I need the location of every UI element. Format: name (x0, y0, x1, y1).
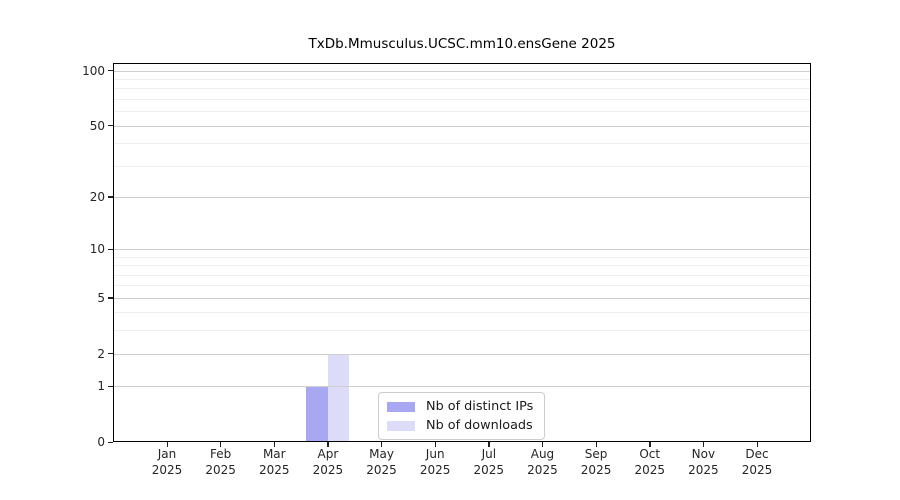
minor-gridline (113, 330, 811, 332)
legend-label-downloads: Nb of downloads (426, 418, 533, 433)
y-tick-mark (108, 248, 113, 250)
x-tick-label-jun: Jun 2025 (419, 447, 451, 477)
minor-gridline (113, 78, 811, 80)
x-tick-mark (327, 442, 329, 447)
x-tick-mark (220, 442, 222, 447)
bar-apr-1 (327, 353, 350, 442)
minor-gridline (113, 98, 811, 100)
major-gridline (113, 125, 811, 127)
x-tick-label-jan: Jan 2025 (151, 447, 183, 477)
minor-gridline (113, 274, 811, 276)
bar-apr-0 (306, 386, 328, 442)
x-tick-label-sep: Sep 2025 (580, 447, 612, 477)
y-tick-mark (108, 70, 113, 72)
y-tick-label: 2 (97, 346, 105, 361)
y-tick-label: 5 (97, 290, 105, 305)
legend-item-downloads: Nb of downloads (387, 418, 533, 433)
major-gridline (113, 353, 811, 355)
x-tick-mark (756, 442, 758, 447)
legend-swatch-distinct-ips (387, 401, 415, 412)
major-gridline (113, 196, 811, 198)
y-tick-mark (108, 385, 113, 388)
minor-gridline (113, 165, 811, 167)
minor-gridline (113, 143, 811, 145)
minor-gridline (113, 312, 811, 314)
x-tick-mark (381, 442, 383, 447)
legend-item-distinct-ips: Nb of distinct IPs (387, 399, 533, 414)
y-tick-mark (108, 441, 113, 443)
x-tick-label-aug: Aug 2025 (527, 447, 558, 477)
x-tick-label-may: May 2025 (366, 447, 397, 477)
x-tick-label-oct: Oct 2025 (634, 447, 665, 477)
y-tick-label: 10 (89, 242, 105, 257)
x-tick-mark (273, 442, 276, 447)
x-tick-label-feb: Feb 2025 (205, 447, 236, 477)
y-tick-mark (108, 297, 113, 299)
y-tick-mark (108, 125, 113, 127)
x-tick-mark (595, 442, 597, 447)
minor-gridline (113, 256, 811, 258)
x-tick-label-apr: Apr 2025 (312, 447, 344, 477)
major-gridline (113, 70, 811, 72)
major-gridline (113, 249, 811, 251)
legend-swatch-downloads (387, 420, 415, 431)
y-tick-label: 20 (89, 189, 105, 204)
x-tick-label-mar: Mar 2025 (258, 447, 290, 477)
x-tick-mark (488, 442, 490, 447)
minor-gridline (113, 265, 811, 267)
major-gridline (113, 297, 811, 299)
minor-gridline (113, 111, 811, 113)
y-tick-label: 100 (82, 63, 105, 78)
x-tick-mark (541, 442, 544, 447)
y-tick-mark (108, 196, 113, 198)
y-tick-label: 1 (97, 379, 105, 394)
minor-gridline (113, 285, 811, 287)
x-tick-mark (702, 442, 705, 447)
x-tick-mark (434, 442, 436, 447)
y-tick-label: 50 (89, 118, 105, 133)
y-tick-label: 0 (97, 435, 105, 449)
x-tick-mark (166, 442, 168, 447)
x-tick-label-dec: Dec 2025 (741, 447, 773, 477)
y-tick-mark (108, 353, 113, 355)
plot-area (113, 63, 811, 442)
minor-gridline (113, 88, 811, 90)
major-gridline (113, 386, 811, 388)
legend-label-distinct-ips: Nb of distinct IPs (426, 399, 534, 414)
x-tick-label-nov: Nov 2025 (688, 447, 719, 477)
chart-title: TxDb.Mmusculus.UCSC.mm10.ensGene 2025 (308, 36, 616, 52)
legend: Nb of distinct IPs Nb of downloads (378, 392, 546, 440)
x-tick-label-jul: Jul 2025 (473, 447, 505, 477)
x-tick-mark (649, 442, 651, 447)
